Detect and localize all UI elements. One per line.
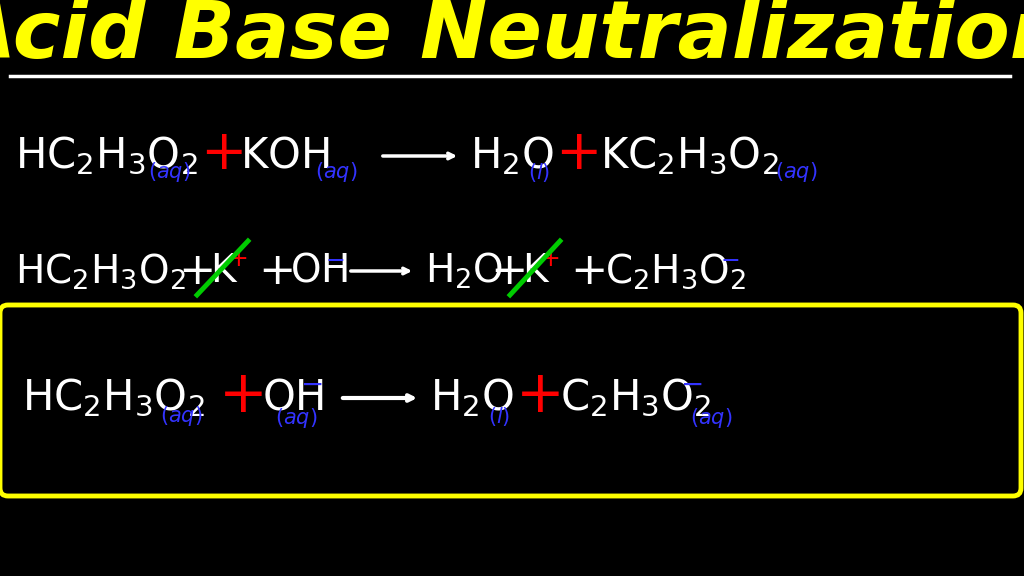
Text: $\mathregular{KC_2H_3O_2}$: $\mathregular{KC_2H_3O_2}$ — [600, 135, 778, 177]
Text: $\mathregular{KOH}$: $\mathregular{KOH}$ — [240, 135, 330, 177]
Text: $\mathregular{C_2H_3O_2}$: $\mathregular{C_2H_3O_2}$ — [560, 377, 712, 419]
Text: $+$: $+$ — [555, 127, 598, 181]
Text: $\mathregular{HC_2H_3O_2}$: $\mathregular{HC_2H_3O_2}$ — [22, 377, 205, 419]
Text: $+$: $+$ — [515, 367, 560, 425]
Text: $\mathregular{H_2O}$: $\mathregular{H_2O}$ — [470, 135, 554, 177]
Text: $+$: $+$ — [228, 247, 247, 271]
Text: $+$: $+$ — [258, 249, 293, 293]
Text: $\mathregular{C_2H_3O_2}$: $\mathregular{C_2H_3O_2}$ — [605, 251, 746, 291]
Text: $-$: $-$ — [720, 247, 739, 271]
Text: $\mathregular{H_2O}$: $\mathregular{H_2O}$ — [425, 251, 504, 291]
Text: $-$: $-$ — [325, 247, 344, 271]
Text: $(aq)$: $(aq)$ — [275, 406, 317, 430]
Text: $(l)$: $(l)$ — [488, 404, 510, 427]
Text: $\mathregular{H_2O}$: $\mathregular{H_2O}$ — [430, 377, 514, 419]
Text: $(l)$: $(l)$ — [528, 161, 550, 184]
Text: $+$: $+$ — [490, 249, 524, 293]
Text: $+$: $+$ — [200, 127, 243, 181]
Text: $(aq)$: $(aq)$ — [315, 160, 357, 184]
Text: $\mathregular{K}$: $\mathregular{K}$ — [522, 252, 551, 290]
Text: $+$: $+$ — [540, 247, 559, 271]
Text: $(aq)$: $(aq)$ — [148, 160, 190, 184]
Text: $-$: $-$ — [680, 370, 702, 398]
Text: $+$: $+$ — [570, 249, 604, 293]
Text: $+$: $+$ — [178, 249, 213, 293]
Text: $\mathregular{HC_2H_3O_2}$: $\mathregular{HC_2H_3O_2}$ — [15, 135, 198, 177]
Text: $(aq)$: $(aq)$ — [160, 404, 203, 428]
Text: $(aq)$: $(aq)$ — [690, 406, 732, 430]
Text: $(aq)$: $(aq)$ — [775, 160, 817, 184]
Text: $+$: $+$ — [218, 367, 262, 425]
Text: $\mathregular{OH}$: $\mathregular{OH}$ — [290, 252, 348, 290]
Text: $\mathregular{K}$: $\mathregular{K}$ — [210, 252, 239, 290]
Text: $-$: $-$ — [300, 370, 323, 398]
Text: $\mathregular{OH}$: $\mathregular{OH}$ — [262, 377, 324, 419]
Text: Acid Base Neutralization: Acid Base Neutralization — [0, 0, 1024, 75]
Text: $\mathregular{HC_2H_3O_2}$: $\mathregular{HC_2H_3O_2}$ — [15, 251, 185, 291]
